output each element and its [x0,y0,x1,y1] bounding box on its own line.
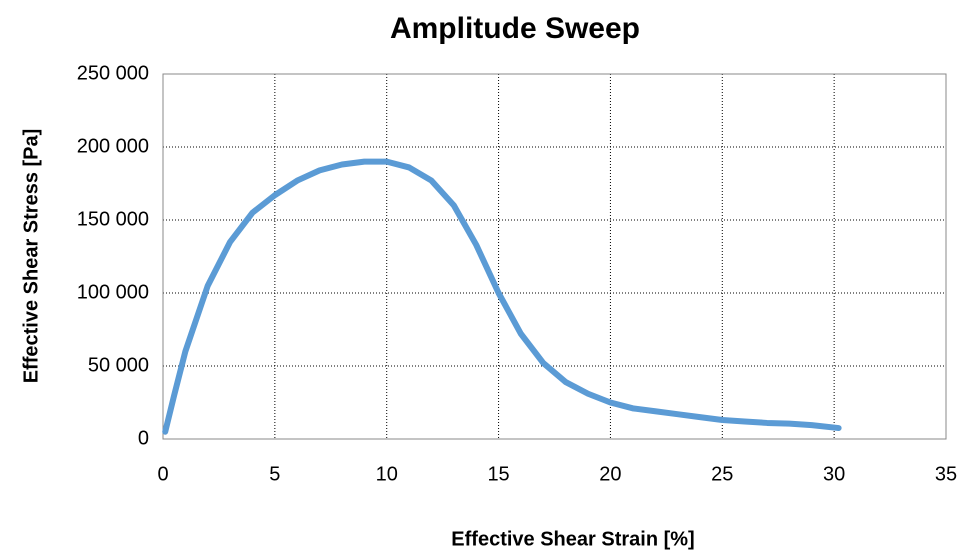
data-line [162,158,842,435]
y-axis-title: Effective Shear Stress [Pa] [20,129,42,384]
x-axis-title: Effective Shear Strain [%] [451,528,694,550]
plot-frame [162,73,947,440]
x-tick-label: 35 [935,463,957,485]
y-tick-label: 100 000 [77,281,149,303]
y-tick-label: 50 000 [88,354,149,376]
y-tick-label: 200 000 [77,135,149,157]
x-tick-label: 0 [157,463,168,485]
chart-title: Amplitude Sweep [390,12,640,45]
x-tick-label: 15 [487,463,509,485]
x-tick-label: 10 [376,463,398,485]
x-tick-label: 5 [269,463,280,485]
y-tick-label: 0 [138,427,149,449]
x-tick-label: 25 [711,463,733,485]
x-tick-label: 30 [823,463,845,485]
y-tick-label: 150 000 [77,208,149,230]
x-tick-label: 20 [599,463,621,485]
y-tick-label: 250 000 [77,62,149,84]
